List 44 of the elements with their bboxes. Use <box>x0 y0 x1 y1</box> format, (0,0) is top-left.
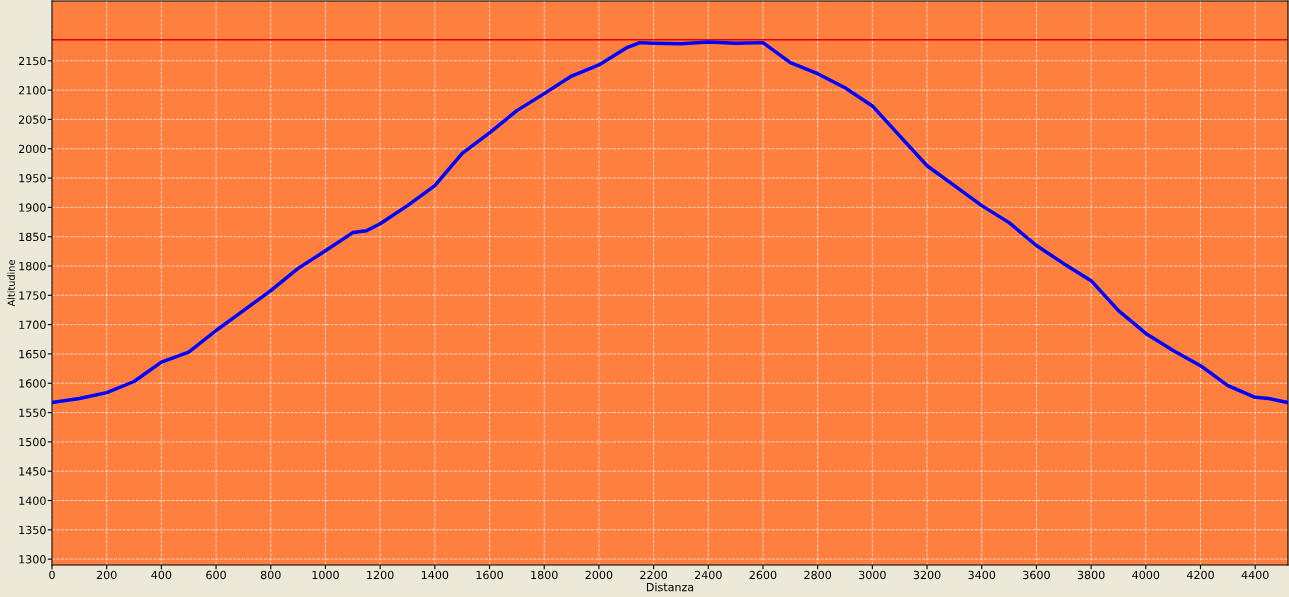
x-tick-label: 4200 <box>1186 570 1214 580</box>
x-tick-label: 3000 <box>859 570 886 580</box>
y-tick-label: 2100 <box>18 86 46 95</box>
y-tick-label: 2000 <box>18 144 46 154</box>
x-tick-label: 2000 <box>585 570 613 580</box>
x-tick-label: 3800 <box>1077 570 1105 580</box>
y-tick-label: 2150 <box>18 56 46 66</box>
y-tick-label: 1700 <box>19 320 46 330</box>
x-tick-label: 4400 <box>1241 570 1269 580</box>
x-tick-label: 2400 <box>694 570 722 580</box>
x-tick-label: 3200 <box>913 570 941 580</box>
x-tick-label: 800 <box>260 570 281 580</box>
y-tick-label: 1300 <box>19 555 46 564</box>
x-tick-label: 1200 <box>367 570 394 580</box>
y-tick-label: 1500 <box>19 437 46 447</box>
x-tick-label: 4000 <box>1132 570 1160 580</box>
x-tick-label: 2600 <box>749 570 777 580</box>
x-tick-label: 1000 <box>312 570 339 580</box>
y-tick-label: 1600 <box>19 379 46 388</box>
x-tick-label: 3600 <box>1023 570 1050 580</box>
x-tick-label: 200 <box>96 570 117 580</box>
x-tick-label: 3400 <box>968 570 996 580</box>
y-tick-label: 2050 <box>18 115 46 124</box>
x-tick-label: 1600 <box>476 570 503 580</box>
y-tick-label: 1400 <box>19 496 46 505</box>
x-tick-label: 600 <box>206 570 226 580</box>
y-tick-label: 1900 <box>19 203 46 212</box>
y-tick-label: 1450 <box>19 467 46 476</box>
x-tick-label: 0 <box>49 570 55 580</box>
x-tick-label: 2200 <box>640 570 667 580</box>
y-tick-label: 1550 <box>19 408 46 417</box>
y-tick-label: 1350 <box>19 525 46 535</box>
y-tick-label: 1750 <box>19 291 46 300</box>
x-tick-label: 1400 <box>421 570 449 580</box>
x-tick-label: 400 <box>151 570 172 580</box>
y-tick-label: 1850 <box>19 232 46 242</box>
y-axis-title: Altitudine <box>7 260 15 307</box>
y-tick-label: 1950 <box>19 174 46 183</box>
line-series <box>52 40 1288 405</box>
x-axis-title: Distanza <box>646 582 694 592</box>
x-tick-label: 2800 <box>804 570 832 580</box>
x-tick-label: 1800 <box>531 570 558 580</box>
y-tick-label: 1650 <box>19 349 46 359</box>
y-tick-label: 1800 <box>19 261 46 271</box>
